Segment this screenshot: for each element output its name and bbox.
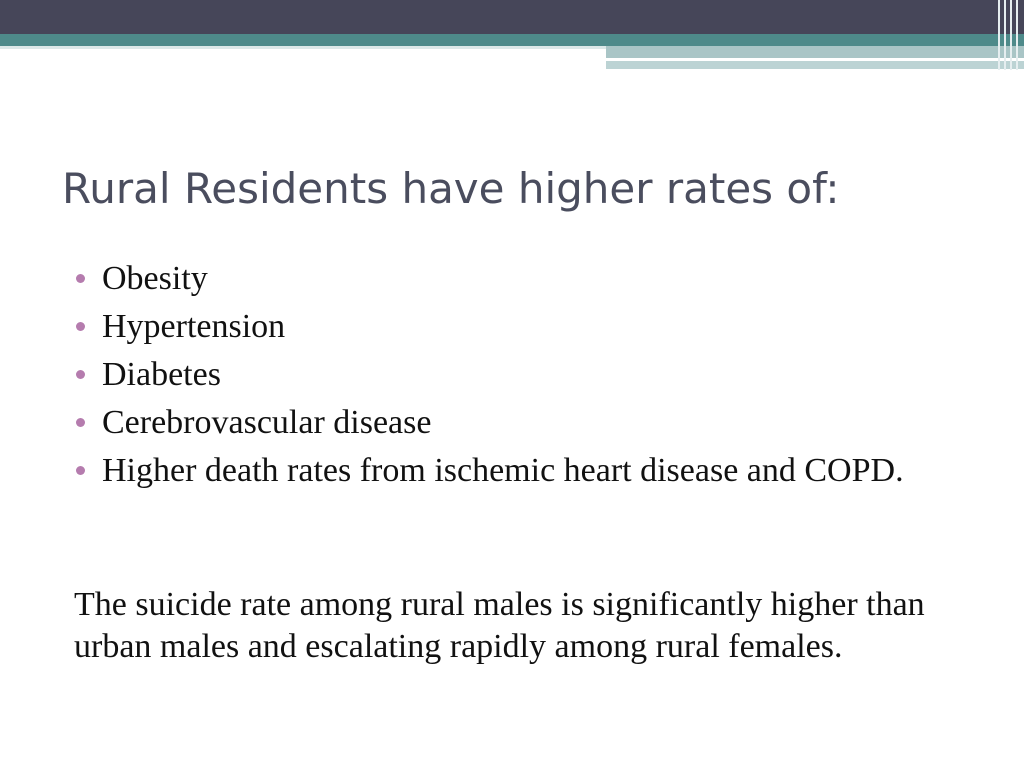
header-fade-bar: [0, 46, 606, 49]
bullet-text: Higher death rates from ischemic heart d…: [102, 452, 904, 489]
bullet-text: Diabetes: [102, 356, 221, 393]
header-stripe: [1004, 0, 1006, 70]
bullet-item: Obesity: [76, 256, 976, 302]
header-light-bar-lower: [606, 61, 1024, 69]
bullet-item: Cerebrovascular disease: [76, 400, 976, 446]
bullet-dot-icon: [76, 370, 85, 379]
bullet-dot-icon: [76, 274, 85, 283]
header-divider-line: [606, 58, 1024, 61]
bullet-item: Hypertension: [76, 304, 976, 350]
header-stripe: [1010, 0, 1012, 70]
header-stripe: [1016, 0, 1018, 70]
bullet-list: Obesity Hypertension Diabetes Cerebrovas…: [76, 256, 976, 496]
header-stripes: [994, 0, 1024, 70]
header-teal-bar: [0, 34, 1024, 46]
bullet-dot-icon: [76, 418, 85, 427]
summary-paragraph: The suicide rate among rural males is si…: [74, 586, 925, 665]
header-dark-bar: [0, 0, 1024, 34]
header-light-bar: [606, 46, 1024, 58]
bullet-text: Obesity: [102, 260, 208, 297]
bullet-dot-icon: [76, 466, 85, 475]
bullet-text: Hypertension: [102, 308, 286, 345]
bullet-text: Cerebrovascular disease: [102, 404, 432, 441]
bullet-item: Higher death rates from ischemic heart d…: [76, 448, 976, 494]
bullet-dot-icon: [76, 322, 85, 331]
header-stripe: [998, 0, 1000, 70]
bullet-item: Diabetes: [76, 352, 976, 398]
slide-title: Rural Residents have higher rates of:: [62, 164, 840, 213]
